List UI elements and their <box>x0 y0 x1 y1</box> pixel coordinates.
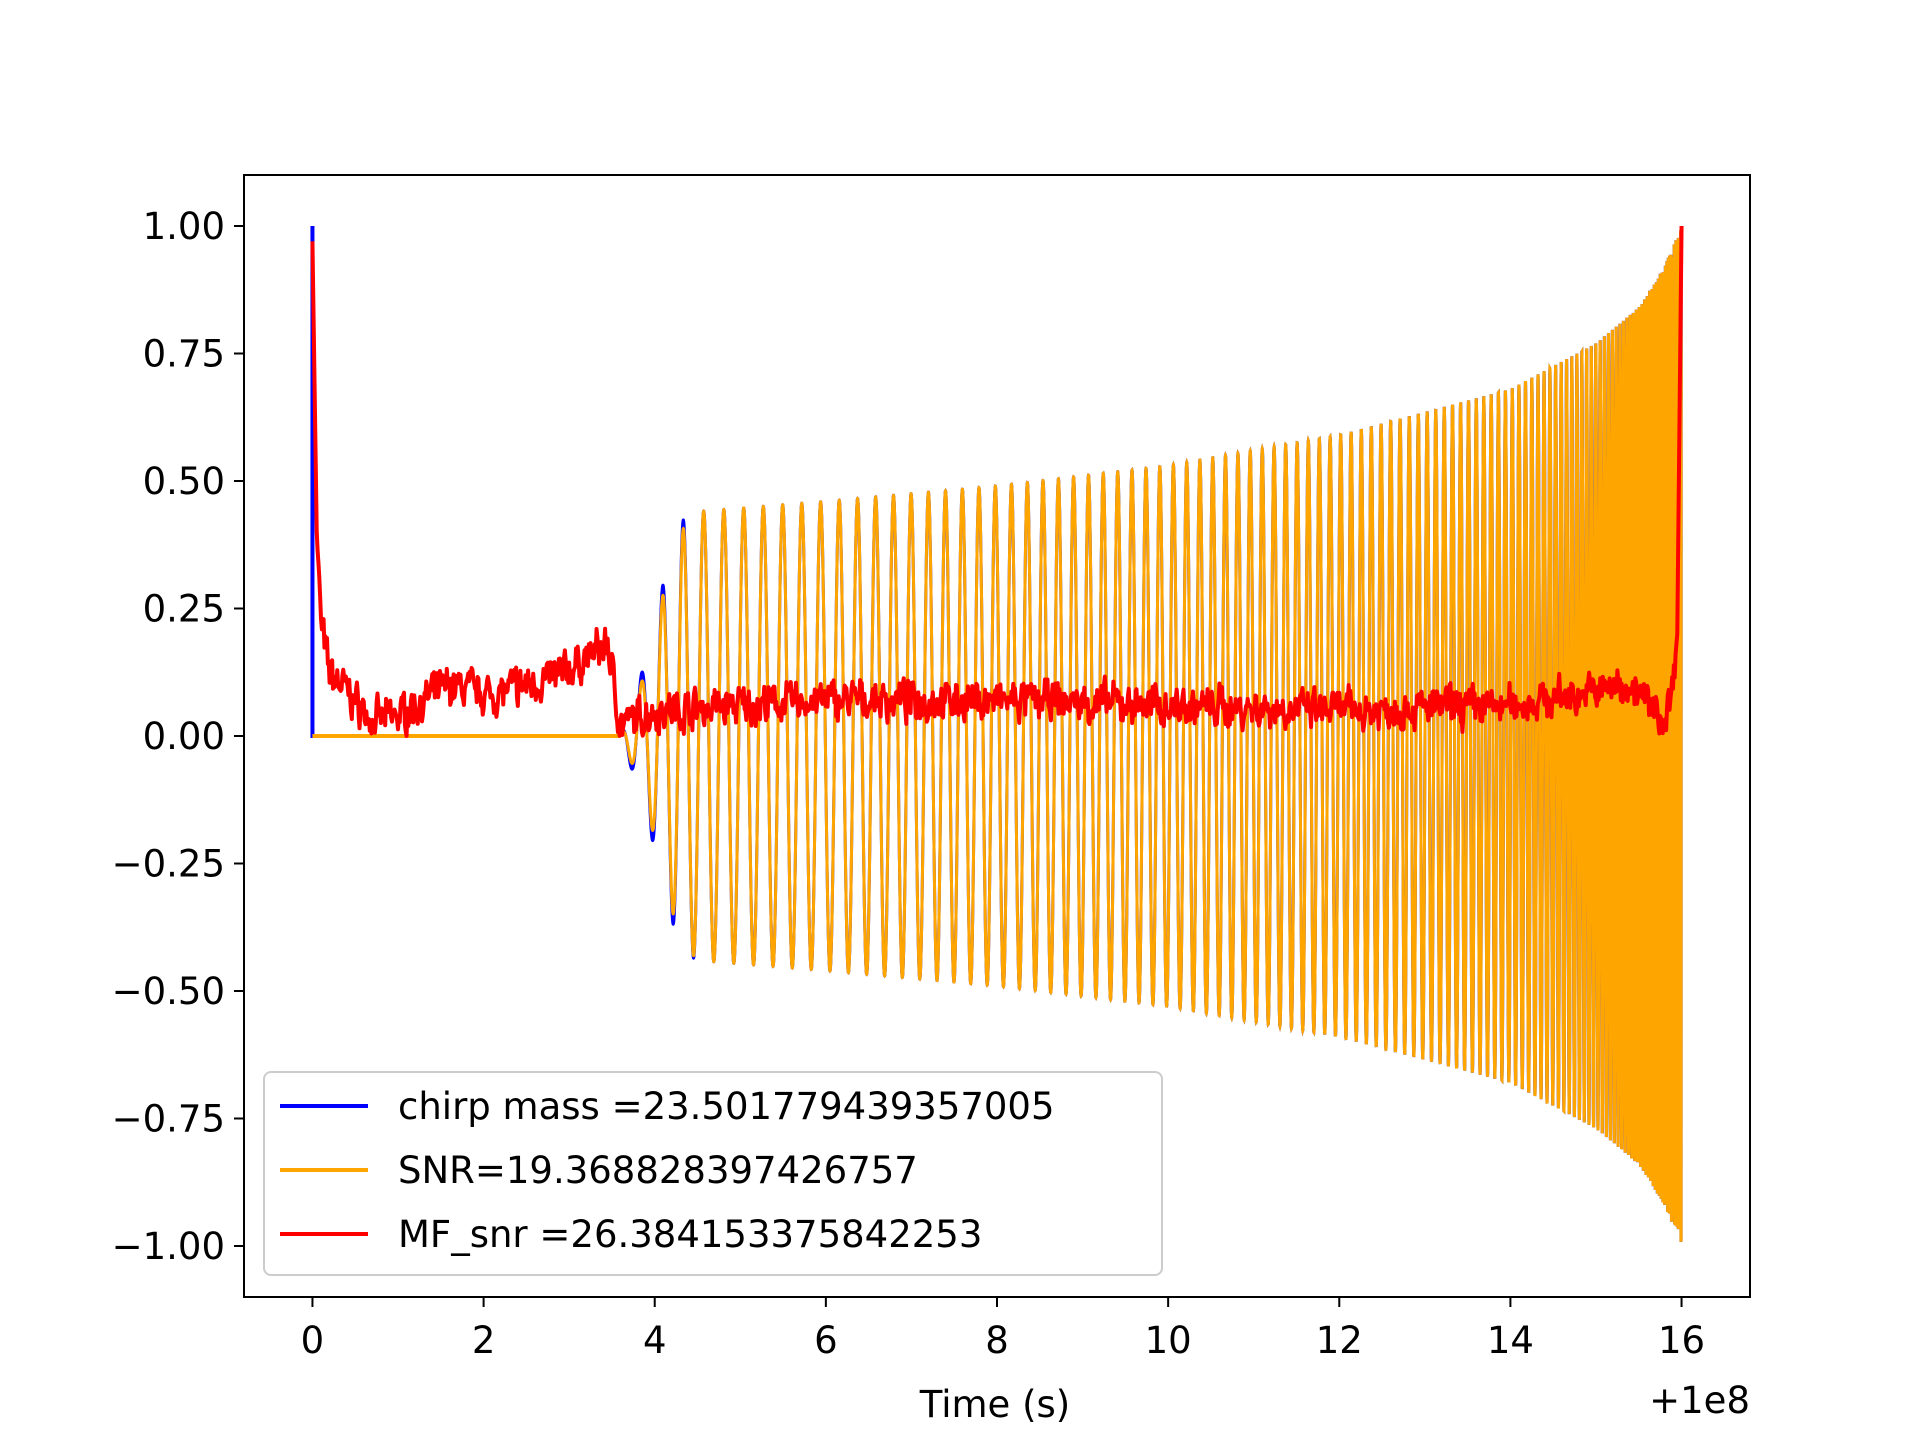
y-tick-label: −0.75 <box>112 1098 225 1141</box>
x-axis-offset-label: +1e8 <box>1649 1379 1750 1422</box>
y-tick-label: 0.25 <box>143 588 225 631</box>
legend: chirp mass =23.501779439357005 SNR=19.36… <box>263 1071 1163 1276</box>
x-tick-label: 4 <box>643 1319 667 1362</box>
y-tick-label: 1.00 <box>143 205 225 248</box>
y-tick-label: −0.25 <box>112 843 225 886</box>
x-axis: 0 2 4 6 8 10 12 14 16 <box>301 1297 1705 1362</box>
x-tick-label: 0 <box>301 1319 325 1362</box>
series-layer <box>310 225 1684 1242</box>
x-tick-label: 12 <box>1316 1319 1363 1362</box>
y-tick-label: −1.00 <box>112 1225 225 1268</box>
legend-box <box>263 1071 1163 1276</box>
y-axis: 1.00 0.75 0.50 0.25 0.00 −0.25 −0.50 −0.75 −1.00 <box>112 205 244 1268</box>
y-tick-label: −0.50 <box>112 970 225 1013</box>
y-tick-label: 0.50 <box>143 460 225 503</box>
x-axis-label: Time (s) <box>919 1383 1070 1426</box>
x-tick-label: 6 <box>814 1319 838 1362</box>
legend-label-snr: SNR=19.368828397426757 <box>398 1149 918 1192</box>
x-tick-label: 14 <box>1487 1319 1534 1362</box>
x-tick-label: 2 <box>472 1319 496 1362</box>
x-tick-label: 10 <box>1145 1319 1192 1362</box>
legend-label-mf-snr: MF_snr =26.384153375842253 <box>398 1213 982 1256</box>
series-mf-snr-line <box>310 225 1684 738</box>
y-tick-label: 0.00 <box>143 715 225 758</box>
y-tick-label: 0.75 <box>143 333 225 376</box>
legend-label-chirp-mass: chirp mass =23.501779439357005 <box>398 1085 1055 1128</box>
x-tick-label: 16 <box>1658 1319 1705 1362</box>
x-tick-label: 8 <box>985 1319 1009 1362</box>
